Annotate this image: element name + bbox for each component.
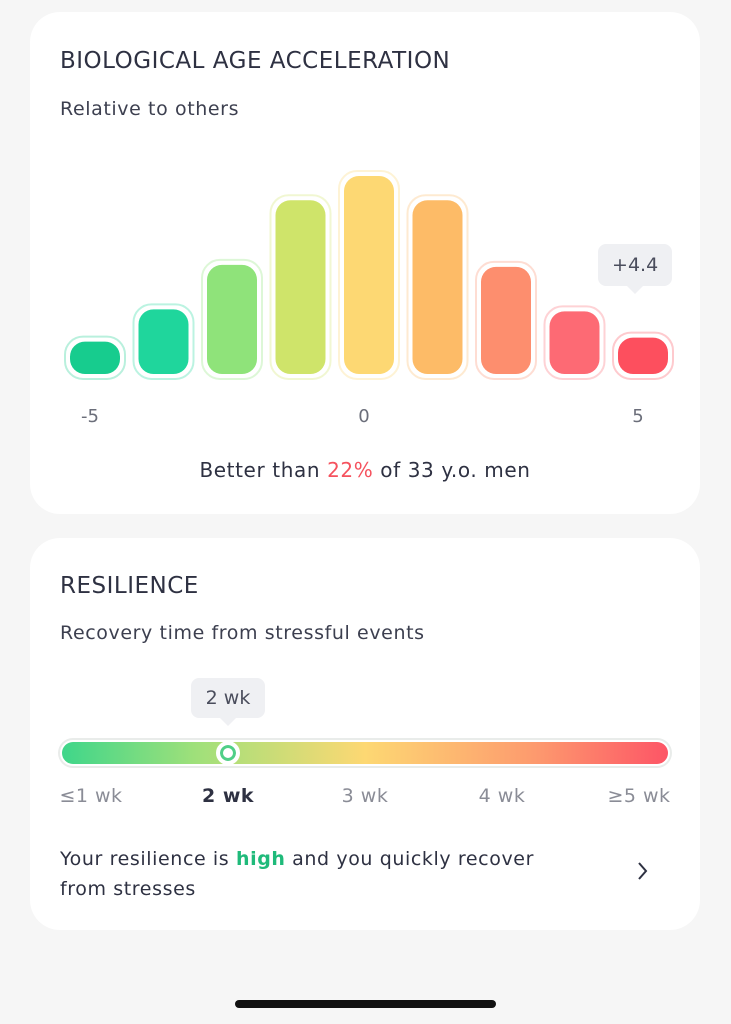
age-card: BIOLOGICAL AGE ACCELERATION Relative to … <box>30 12 700 514</box>
scale-label: 3 wk <box>341 785 389 807</box>
x-tick-label: 5 <box>632 406 643 427</box>
bar <box>344 176 394 374</box>
scale-label: ≤1 wk <box>59 785 123 807</box>
histogram: -5 0 5 <box>64 170 674 427</box>
scale-gradient <box>62 742 668 764</box>
bar-halo <box>64 335 126 380</box>
bar-halo <box>543 305 606 380</box>
scale-label: ≥5 wk <box>607 785 671 807</box>
chevron[interactable] <box>636 861 650 881</box>
text: of 33 y.o. men <box>373 458 531 482</box>
bar-halo <box>475 260 537 380</box>
bar-halo <box>338 170 400 380</box>
x-tick-label: 0 <box>358 406 369 427</box>
bar <box>412 200 463 374</box>
home-indicator <box>235 1000 496 1008</box>
text: and you quickly recover from stresses <box>60 848 534 900</box>
bar <box>207 264 257 374</box>
resilience-card: RESILIENCE Recovery time from stressful … <box>30 538 700 930</box>
summary: Better than 22% of 33 y.o. men <box>30 458 700 482</box>
bar <box>138 309 189 374</box>
highlight: high <box>235 848 286 870</box>
card-subtitle: Recovery time from stressful events <box>60 622 425 644</box>
scale-label: 4 wk <box>478 785 526 807</box>
marker-label: +4.4 <box>598 244 673 294</box>
x-tick-label: -5 <box>81 406 99 427</box>
bar <box>549 311 600 374</box>
card-title: BIOLOGICAL AGE ACCELERATION <box>60 48 451 74</box>
text: Your resilience is <box>60 848 236 870</box>
resilience-text: Your resilience is high and you quickly … <box>60 844 580 904</box>
bar <box>275 200 326 374</box>
bar <box>70 341 120 374</box>
text: Better than <box>199 458 328 482</box>
current-label: 2 wk <box>191 678 265 726</box>
bar-halo <box>612 331 674 381</box>
bar <box>618 337 668 374</box>
bar <box>481 266 531 374</box>
bar-halo <box>269 194 332 380</box>
highlight: 22% <box>327 458 374 482</box>
current-dot <box>216 741 240 765</box>
bar-halo <box>201 258 263 380</box>
scale-track <box>60 740 670 766</box>
scale-label: 2 wk <box>201 785 255 807</box>
card-subtitle: Relative to others <box>60 98 240 120</box>
bar-halo <box>406 194 469 380</box>
card-title: RESILIENCE <box>60 573 199 599</box>
bar-halo <box>132 303 195 381</box>
